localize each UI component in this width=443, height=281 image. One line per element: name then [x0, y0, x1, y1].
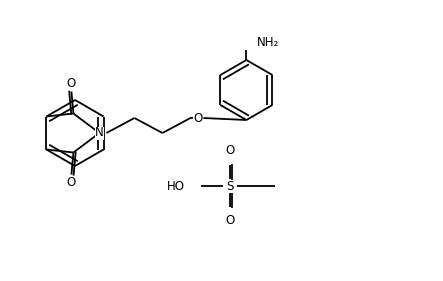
Text: O: O: [225, 144, 235, 157]
Text: O: O: [225, 214, 235, 228]
Text: O: O: [194, 112, 203, 124]
Text: O: O: [67, 77, 76, 90]
Text: HO: HO: [167, 180, 185, 192]
Text: N: N: [95, 126, 104, 139]
Text: NH₂: NH₂: [256, 37, 279, 49]
Text: O: O: [67, 176, 76, 189]
Text: S: S: [226, 180, 234, 192]
